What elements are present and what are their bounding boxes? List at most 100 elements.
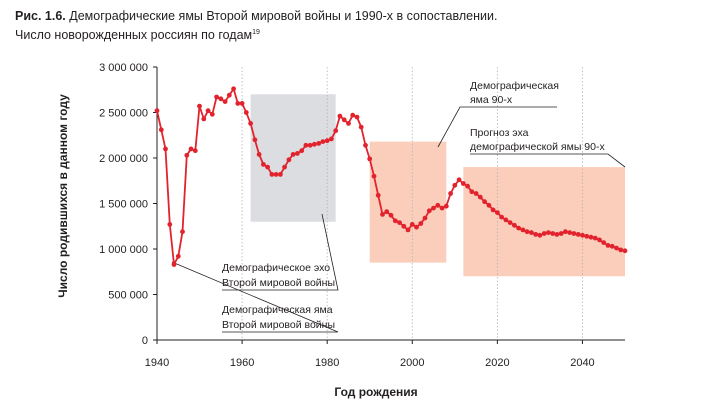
- annotation-pit-ww2-line2: Второй мировой войны: [222, 319, 335, 331]
- data-point-1963: [252, 137, 258, 143]
- data-point-1961: [243, 110, 249, 115]
- data-point-1944: [171, 262, 177, 267]
- data-point-2035: [558, 231, 564, 236]
- leader-pit-ww2: [171, 261, 339, 333]
- y-tick-label-0: 0: [142, 335, 148, 347]
- y-tick-label-4: 2 000 000: [99, 153, 148, 165]
- x-tick-label-0: 1940: [145, 357, 169, 369]
- data-point-2034: [554, 232, 560, 237]
- data-point-1983: [337, 113, 343, 119]
- figure-subtitle-text: Число новорожденных россиян по годам: [15, 28, 253, 42]
- data-point-1998: [401, 223, 407, 229]
- data-point-1996: [392, 218, 398, 224]
- data-point-1980: [324, 138, 330, 144]
- data-point-1950: [197, 103, 202, 109]
- data-point-1976: [307, 142, 313, 148]
- data-point-2009: [448, 191, 453, 196]
- data-point-1947: [184, 152, 190, 158]
- data-point-2050: [622, 248, 628, 254]
- data-point-1956: [222, 99, 228, 104]
- data-point-1954: [214, 94, 220, 100]
- leader-pit-90s: [437, 106, 557, 148]
- data-point-1972: [290, 152, 296, 157]
- data-point-1940: [154, 108, 160, 114]
- annotation-echo-ww2-line1: Демографическое эхо: [222, 262, 330, 274]
- data-point-2038: [571, 231, 577, 236]
- data-point-1964: [256, 152, 262, 157]
- x-tick-label-2: 1980: [315, 357, 339, 369]
- footnote-marker: 19: [252, 29, 260, 36]
- data-point-2027: [524, 229, 530, 235]
- x-tick-label-3: 2000: [400, 357, 424, 369]
- y-tick-label-1: 500 000: [108, 290, 148, 302]
- data-point-1979: [320, 139, 326, 145]
- figure-title-text: Демографические ямы Второй мировой войны…: [69, 9, 498, 23]
- data-point-1942: [163, 146, 168, 152]
- data-point-2000: [409, 222, 415, 227]
- data-point-1957: [226, 92, 232, 98]
- data-point-1959: [235, 101, 241, 106]
- data-point-1989: [363, 142, 368, 148]
- data-point-2043: [592, 235, 598, 241]
- data-point-2002: [418, 221, 424, 226]
- data-point-1971: [286, 157, 292, 163]
- leader-forecast: [470, 153, 626, 168]
- data-point-1988: [358, 124, 364, 130]
- data-point-1951: [201, 116, 207, 122]
- data-point-1941: [158, 127, 164, 133]
- figure-subtitle: Число новорожденных россиян по годам19: [15, 25, 260, 43]
- data-point-2020: [495, 210, 500, 216]
- data-point-2017: [482, 199, 487, 205]
- data-point-1990: [367, 156, 373, 162]
- data-point-2042: [588, 234, 594, 240]
- data-point-1952: [205, 108, 211, 114]
- data-point-1999: [405, 227, 411, 233]
- data-point-1991: [371, 173, 377, 179]
- data-point-1986: [350, 112, 356, 118]
- data-point-2026: [520, 227, 526, 233]
- data-point-1992: [375, 192, 381, 198]
- data-point-1962: [248, 121, 254, 126]
- y-tick-label-5: 2 500 000: [99, 108, 148, 120]
- x-axis-label: Год рождения: [334, 385, 417, 399]
- grid-lines: [241, 67, 583, 340]
- data-point-1953: [209, 111, 215, 117]
- data-point-2012: [460, 181, 466, 186]
- data-point-1945: [175, 253, 181, 259]
- zone-1: [250, 94, 336, 222]
- data-point-2033: [550, 231, 556, 236]
- annotation-forecast-line2: демографической ямы 90-х: [470, 141, 605, 153]
- annotation-echo-ww2-line2: Второй мировой войны: [222, 277, 335, 289]
- y-tick-labels: 0 500 000 1 000 000 1 500 000 2 000 000 2 500…: [99, 62, 148, 347]
- data-point-1943: [167, 222, 173, 227]
- zone-3: [463, 167, 625, 277]
- highlight-zones: [250, 94, 625, 277]
- data-point-1993: [380, 212, 385, 217]
- data-point-2006: [435, 202, 441, 208]
- data-point-2023: [507, 220, 513, 226]
- data-point-2039: [575, 232, 581, 237]
- data-point-1977: [312, 141, 317, 147]
- data-point-2041: [584, 233, 590, 239]
- data-point-1960: [239, 101, 245, 106]
- data-point-2008: [443, 203, 449, 209]
- zone-2: [369, 141, 447, 263]
- data-point-1981: [329, 136, 334, 142]
- data-point-1965: [261, 162, 266, 167]
- data-point-1955: [218, 96, 224, 102]
- data-point-2029: [533, 232, 539, 237]
- data-point-2045: [601, 240, 607, 246]
- y-tick-label-2: 1 000 000: [99, 244, 148, 256]
- data-point-1985: [346, 121, 351, 126]
- data-point-2024: [512, 222, 517, 228]
- data-point-2047: [609, 243, 615, 249]
- x-tick-labels: 1940 1960 1980 2000 2020 2040: [145, 357, 595, 369]
- data-point-2007: [439, 205, 445, 211]
- data-point-2022: [503, 217, 509, 223]
- data-point-2049: [618, 247, 624, 253]
- data-point-2001: [414, 224, 419, 230]
- data-point-1987: [354, 114, 360, 120]
- data-point-2010: [452, 182, 458, 188]
